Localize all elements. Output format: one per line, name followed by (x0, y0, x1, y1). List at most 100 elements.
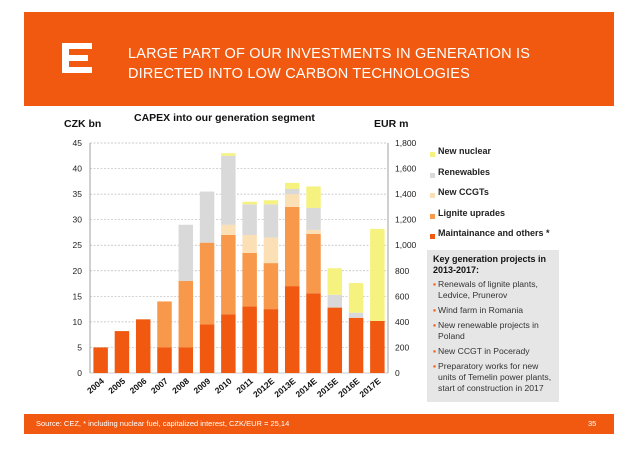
bullet-icon: ▪ (433, 320, 437, 330)
legend-label: New CCGTs (438, 187, 489, 197)
legend-swatch (430, 152, 435, 157)
header-banner (24, 12, 614, 106)
bar-segment-new-nuclear (370, 228, 385, 321)
y-tick-left: 30 (73, 215, 83, 225)
capex-chart: 0 0 5 200 10 400 15 600 20 800 25 1,000 30 1,200 35 1,4… (64, 112, 417, 400)
legend-item: Renewables (430, 167, 550, 188)
chart-gridlines (89, 142, 389, 374)
source-note: Source: CEZ, * including nuclear fuel, c… (36, 419, 290, 428)
bar-segment-maintainance-and-others (114, 331, 130, 373)
bar-segment-renewables (306, 207, 321, 230)
bar-segment-maintainance-and-others (263, 309, 279, 373)
bullet-icon: ▪ (433, 361, 437, 371)
x-tick-label: 2016E (336, 376, 362, 400)
x-tick-label: 2006 (128, 376, 149, 396)
y-tick-left: 25 (73, 240, 83, 250)
legend-swatch (430, 234, 435, 239)
bar-segment-maintainance-and-others (348, 317, 364, 373)
bar-segment-renewables (348, 312, 364, 318)
legend-label: Renewables (438, 166, 491, 177)
y-tick-left: 20 (73, 266, 83, 276)
bar-segment-maintainance-and-others (178, 347, 194, 373)
bar-segment-new-nuclear (221, 153, 236, 156)
bullet-icon: ▪ (433, 346, 437, 356)
y-axis-label-right: EUR m (374, 118, 408, 130)
chart-bars (93, 153, 385, 373)
page-number: 35 (588, 419, 597, 428)
y-tick-right: 600 (395, 291, 409, 301)
bar-segment-maintainance-and-others (135, 319, 151, 373)
bar-segment-maintainance-and-others (327, 307, 343, 373)
y-tick-left: 35 (73, 189, 83, 199)
y-tick-right: 200 (395, 342, 409, 352)
y-tick-right: 1,800 (395, 138, 417, 148)
x-tick-label: 2008 (170, 376, 191, 396)
y-axis-label-left: CZK bn (64, 118, 101, 130)
bar-segment-renewables (242, 204, 257, 235)
bar-segment-new-nuclear (348, 283, 364, 313)
bar-segment-new-ccgts (242, 235, 257, 253)
y-tick-left: 40 (73, 164, 83, 174)
bar-segment-maintainance-and-others (93, 347, 108, 373)
bar-segment-lignite-uprades (306, 233, 321, 294)
legend-label: Maintainance and others * (438, 228, 550, 238)
bar-segment-new-ccgts (221, 224, 236, 235)
legend-item: New CCGTs (430, 187, 550, 208)
bar-segment-maintainance-and-others (242, 306, 257, 373)
x-tick-label: 2017E (357, 376, 383, 400)
bar-segment-maintainance-and-others (284, 286, 300, 373)
bar-segment-maintainance-and-others (157, 347, 172, 373)
bar-segment-new-nuclear (306, 186, 321, 208)
bullet-icon: ▪ (433, 305, 437, 315)
y-tick-right: 1,400 (395, 189, 417, 199)
legend-item: New nuclear (430, 146, 550, 167)
project-item: ▪ Wind farm in Romania (433, 305, 553, 316)
bar-segment-renewables (263, 204, 279, 238)
project-text: Renewals of lignite plants, Ledvice, Pru… (438, 279, 538, 300)
x-tick-label: 2004 (85, 376, 106, 396)
bar-segment-new-nuclear (284, 182, 300, 189)
x-tick-label: 2013E (272, 376, 298, 400)
bar-segment-renewables (284, 189, 300, 195)
bar-segment-new-ccgts (306, 229, 321, 234)
project-text: Wind farm in Romania (438, 305, 524, 315)
y-tick-right: 1,200 (395, 215, 417, 225)
cez-logo-icon (62, 43, 92, 73)
project-item: ▪ Renewals of lignite plants, Ledvice, Pr… (433, 279, 553, 301)
bar-segment-lignite-uprades (157, 301, 172, 348)
projects-title: Key generation projects in 2013-2017: (433, 254, 547, 275)
bar-segment-renewables (221, 155, 236, 225)
page-title: LARGE PART OF OUR INVESTMENTS IN GENERAT… (128, 44, 598, 84)
project-text: New CCGT in Pocerady (438, 346, 530, 356)
bar-segment-new-nuclear (263, 200, 279, 205)
chart-legend: New nuclear Renewables New CCGTs Lignite up… (430, 146, 550, 249)
legend-item: Lignite uprades (430, 208, 550, 229)
bar-segment-lignite-uprades (221, 235, 236, 315)
x-tick-label: 2012E (251, 376, 277, 400)
project-text: Preparatory works for new units of Temel… (438, 361, 552, 393)
bar-segment-new-nuclear (327, 268, 343, 295)
chart-title: CAPEX into our generation segment (134, 112, 315, 124)
y-tick-left: 15 (73, 291, 83, 301)
project-text: New renewable projects in Poland (438, 320, 539, 341)
legend-swatch (430, 172, 435, 178)
title-line-1: LARGE PART OF OUR INVESTMENTS IN GENERAT… (128, 46, 531, 62)
bar-segment-new-ccgts (284, 194, 300, 207)
bar-segment-lignite-uprades (284, 206, 300, 287)
bar-segment-maintainance-and-others (199, 324, 215, 373)
bar-segment-maintainance-and-others (306, 293, 321, 373)
bar-segment-lignite-uprades (178, 281, 194, 348)
y-tick-right: 800 (395, 266, 409, 276)
legend-swatch (430, 213, 435, 219)
footer-bar (24, 414, 614, 434)
project-item: ▪ New renewable projects in Poland (433, 320, 553, 342)
y-tick-right: 1,000 (395, 240, 417, 250)
y-tick-left: 0 (77, 368, 82, 378)
bar-segment-maintainance-and-others (221, 314, 236, 373)
x-tick-label: 2007 (149, 376, 170, 396)
bar-segment-lignite-uprades (199, 242, 215, 325)
y-tick-right: 1,600 (395, 164, 417, 174)
legend-swatch (430, 193, 435, 198)
title-line-2: DIRECTED INTO LOW CARBON TECHNOLOGIES (128, 66, 471, 82)
y-tick-right: 0 (395, 368, 400, 378)
